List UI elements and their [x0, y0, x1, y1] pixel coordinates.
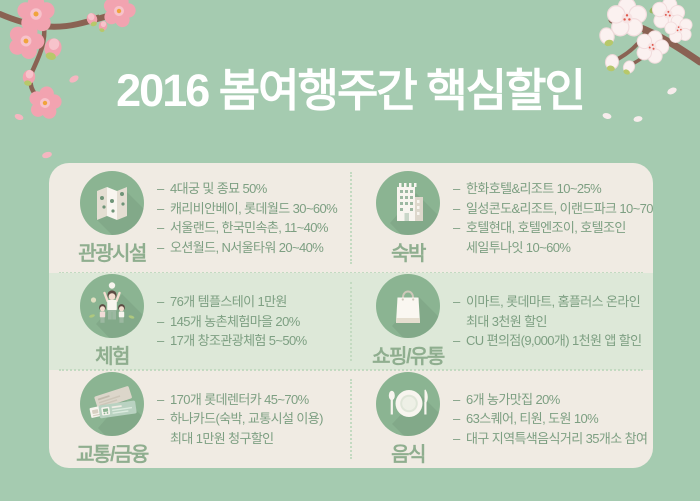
section-icon-block: 쇼핑/유통	[372, 274, 445, 369]
dash-bullet: –	[157, 220, 164, 235]
section-accommodation: 숙박 – 한화호텔&리조트 10~25% – 일성콘도&리조트, 이랜드파크 10~…	[351, 163, 653, 273]
bullet-item-continuation: –최대 1만원 청구할인	[170, 430, 274, 446]
ticket-icon	[80, 371, 144, 436]
bullet-item: – 하나카드(숙박, 교통시설 이용)	[157, 409, 323, 429]
dining-icon	[376, 371, 440, 436]
bullet-list: –이마트, 롯데마트, 홈플러스 온라인 –최대 3천원 할인 –CU 편의점(…	[444, 292, 642, 351]
dash-bullet: –	[157, 313, 164, 329]
dash-bullet: –	[453, 430, 460, 446]
bullet-item: – 이마트, 롯데마트, 홈플러스 온라인	[453, 292, 641, 312]
section-icon-block: 교통/금융	[76, 371, 149, 467]
bullet-list: –4대궁 및 종묘 50% – 캐리비안베이, 롯데월드 30~60% – 서울랜드…	[148, 179, 338, 258]
dash-bullet: –	[157, 391, 164, 407]
dash-bullet: –	[453, 391, 460, 407]
section-food: 음식 –6개 농가맛집 20% –63스퀘어, 티원, 도원 10% – 대구 지…	[351, 370, 653, 468]
bullet-item-continuation: –최대 3천원 할인	[466, 313, 547, 329]
row-3: 교통/금융 –170개 롯데렌터카 45~70% – 하나카드(숙박, 교통시설 …	[49, 370, 653, 468]
dash-bullet: –	[453, 333, 460, 349]
dash-bullet: –	[453, 220, 460, 235]
bullet-item: –63스퀘어, 티원, 도원 10%	[453, 409, 647, 429]
section-experience: 체험 –76개 템플스테이 1만원 –145개 농촌체험마을 20% –17개 …	[49, 273, 352, 370]
bullet-item: – 서울랜드, 한국민속촌, 11~40%	[157, 218, 337, 238]
dash-bullet: –	[157, 294, 164, 310]
bullet-item: – 일성콘도&리조트, 이랜드파크 10~70%	[453, 199, 653, 219]
bullet-list: –76개 템플스테이 1만원 –145개 농촌체험마을 20% –17개 창조관…	[148, 292, 307, 351]
row-1: 관광시설 –4대궁 및 종묘 50% – 캐리비안베이, 롯데월드 30~60% …	[49, 163, 653, 274]
bullet-item: –17개 창조관광체험 5~50%	[157, 331, 307, 351]
section-tourist-facilities: 관광시설 –4대궁 및 종묘 50% – 캐리비안베이, 롯데월드 30~60% …	[49, 163, 352, 273]
shopping-bag-icon	[376, 274, 440, 338]
section-label: 관광시설	[78, 242, 147, 265]
section-label: 숙박	[391, 242, 426, 265]
bullet-item: – 호텔현대, 호텔엔조이, 호텔조인	[453, 218, 653, 238]
bullet-item: – 대구 지역특색음식거리 35개소 참여	[453, 429, 648, 449]
dash-bullet: –	[157, 181, 164, 196]
section-transport-finance: 교통/금융 –170개 롯데렌터카 45~70% – 하나카드(숙박, 교통시설 …	[49, 370, 352, 468]
bullet-item: – 오션월드, N서울타워 20~40%	[157, 238, 337, 258]
bullet-item: – 캐리비안베이, 롯데월드 30~60%	[157, 199, 338, 219]
bullet-item: –145개 농촌체험마을 20%	[157, 312, 307, 332]
map-icon	[80, 170, 144, 235]
bullet-list: – 한화호텔&리조트 10~25% – 일성콘도&리조트, 이랜드파크 10~70%…	[444, 179, 653, 257]
dash-bullet: –	[157, 239, 164, 255]
section-label: 음식	[391, 443, 426, 466]
bullet-item: – CU 편의점(9,000개) 1천원 앱 할인	[453, 331, 642, 351]
dash-bullet: –	[453, 200, 460, 216]
section-label: 체험	[95, 346, 130, 368]
bullet-item: –76개 템플스테이 1만원	[157, 292, 307, 312]
section-icon-block: 숙박	[372, 170, 444, 266]
section-label: 쇼핑/유통	[372, 346, 445, 368]
bullet-item: – 한화호텔&리조트 10~25%	[453, 179, 653, 199]
bullet-item-continuation: –세일투나잇 10~60%	[466, 239, 571, 255]
section-label: 교통/금융	[76, 443, 149, 466]
bullet-list: –170개 롯데렌터카 45~70% –하나카드(숙박, 교통시설 이용) –최…	[148, 390, 323, 449]
dash-bullet: –	[157, 411, 164, 427]
dash-bullet: –	[453, 181, 460, 196]
dash-bullet: –	[453, 411, 460, 427]
section-shopping: 쇼핑/유통 –이마트, 롯데마트, 홈플러스 온라인 –최대 3천원 할인 –C…	[351, 273, 653, 370]
page-title: 2016 봄여행주간 핵심할인	[116, 65, 586, 116]
row-2: 체험 –76개 템플스테이 1만원 –145개 농촌체험마을 20% –17개 …	[49, 273, 653, 371]
family-icon	[80, 274, 144, 338]
content-panel: 관광시설 –4대궁 및 종묘 50% – 캐리비안베이, 롯데월드 30~60% …	[49, 163, 653, 468]
cherry-blossom-branch-left-icon	[0, 0, 139, 159]
dash-bullet: –	[157, 200, 164, 216]
bullet-list: –6개 농가맛집 20% –63스퀘어, 티원, 도원 10% – 대구 지역특색…	[444, 390, 648, 449]
section-icon-block: 관광시설	[76, 170, 148, 266]
cherry-blossom-branch-right-icon	[597, 0, 700, 122]
dash-bullet: –	[453, 294, 460, 310]
bullet-item: –6개 농가맛집 20%	[453, 390, 647, 410]
section-icon-block: 체험	[76, 274, 148, 369]
bullet-item: –4대궁 및 종묘 50%	[157, 179, 337, 199]
section-icon-block: 음식	[372, 371, 444, 467]
hotel-icon	[376, 170, 440, 235]
dash-bullet: –	[157, 333, 164, 349]
bullet-item: –170개 롯데렌터카 45~70%	[157, 390, 323, 410]
